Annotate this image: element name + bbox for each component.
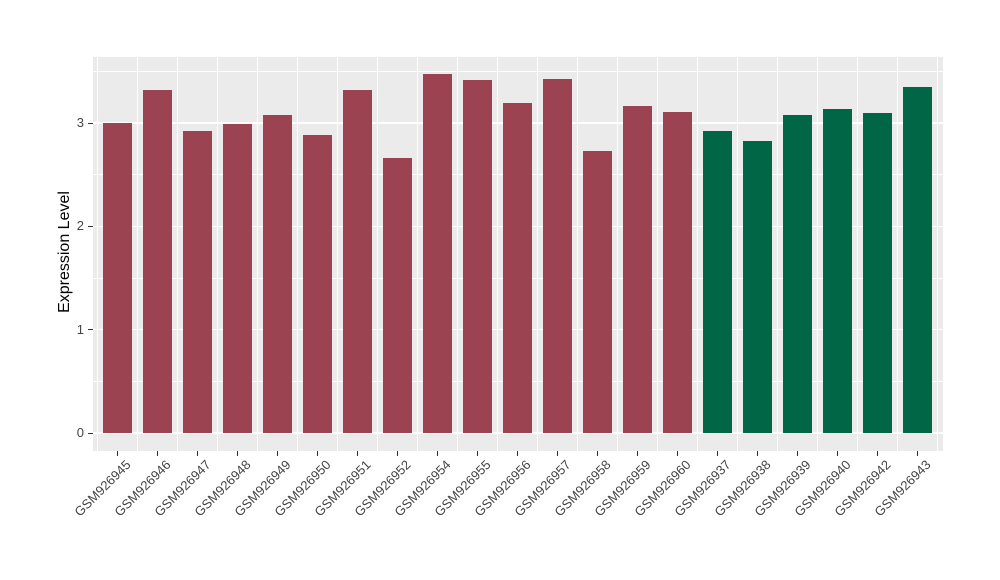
bar-GSM926954 bbox=[423, 74, 453, 433]
gridline-vertical bbox=[217, 57, 219, 451]
gridline-vertical bbox=[417, 57, 419, 451]
bar-GSM926940 bbox=[823, 108, 853, 433]
bar-GSM926957 bbox=[543, 78, 573, 433]
gridline-vertical bbox=[857, 57, 859, 451]
gridline-vertical bbox=[697, 57, 699, 451]
x-tick bbox=[117, 451, 119, 456]
bar-GSM926956 bbox=[503, 103, 533, 433]
gridline-vertical bbox=[737, 57, 739, 451]
x-tick bbox=[317, 451, 319, 456]
bar-GSM926945 bbox=[103, 123, 133, 433]
gridline-vertical bbox=[257, 57, 259, 451]
x-tick bbox=[157, 451, 159, 456]
y-tick bbox=[88, 225, 93, 227]
bar-GSM926952 bbox=[383, 158, 413, 433]
gridline-vertical bbox=[97, 57, 99, 451]
gridline-vertical bbox=[177, 57, 179, 451]
bar-GSM926955 bbox=[463, 79, 493, 433]
y-tick bbox=[88, 432, 93, 434]
bar-GSM926942 bbox=[863, 112, 893, 433]
x-tick bbox=[517, 451, 519, 456]
x-tick bbox=[237, 451, 239, 456]
gridline-vertical bbox=[537, 57, 539, 451]
gridline-vertical bbox=[137, 57, 139, 451]
x-tick bbox=[677, 451, 679, 456]
x-tick bbox=[437, 451, 439, 456]
bar-GSM926947 bbox=[183, 131, 213, 433]
y-tick-label: 2 bbox=[76, 218, 84, 234]
bar-GSM926951 bbox=[343, 89, 373, 433]
gridline-vertical bbox=[377, 57, 379, 451]
x-tick bbox=[917, 451, 919, 456]
gridline-vertical bbox=[297, 57, 299, 451]
x-tick bbox=[837, 451, 839, 456]
x-tick bbox=[757, 451, 759, 456]
x-tick bbox=[637, 451, 639, 456]
x-tick bbox=[597, 451, 599, 456]
x-tick bbox=[797, 451, 799, 456]
bar-GSM926938 bbox=[743, 140, 773, 433]
gridline-vertical bbox=[897, 57, 899, 451]
y-tick bbox=[88, 122, 93, 124]
gridline-vertical bbox=[497, 57, 499, 451]
gridline-vertical bbox=[337, 57, 339, 451]
bar-GSM926959 bbox=[623, 106, 653, 433]
x-tick bbox=[877, 451, 879, 456]
bar-GSM926949 bbox=[263, 114, 293, 433]
y-tick-label: 3 bbox=[76, 115, 84, 130]
gridline-horizontal-major bbox=[93, 432, 943, 434]
gridline-horizontal-minor bbox=[93, 70, 943, 72]
x-tick bbox=[277, 451, 279, 456]
gridline-vertical bbox=[937, 57, 939, 451]
gridline-vertical bbox=[457, 57, 459, 451]
x-tick bbox=[717, 451, 719, 456]
bar-GSM926960 bbox=[663, 111, 693, 433]
y-tick bbox=[88, 329, 93, 331]
bar-GSM926943 bbox=[903, 86, 933, 433]
gridline-vertical bbox=[577, 57, 579, 451]
x-tick bbox=[197, 451, 199, 456]
x-tick bbox=[357, 451, 359, 456]
x-tick bbox=[557, 451, 559, 456]
gridline-vertical bbox=[657, 57, 659, 451]
y-axis-title: Expression Level bbox=[56, 191, 73, 313]
y-tick-label: 0 bbox=[76, 425, 84, 440]
plot-panel bbox=[93, 57, 943, 451]
gridline-vertical bbox=[777, 57, 779, 451]
bar-GSM926950 bbox=[303, 135, 333, 433]
x-tick bbox=[397, 451, 399, 456]
gridline-vertical bbox=[817, 57, 819, 451]
bar-GSM926939 bbox=[783, 114, 813, 433]
y-tick-label: 1 bbox=[76, 321, 84, 337]
gridline-vertical bbox=[617, 57, 619, 451]
bar-GSM926937 bbox=[703, 131, 733, 433]
bar-GSM926958 bbox=[583, 150, 613, 433]
bar-GSM926946 bbox=[143, 89, 173, 433]
bar-GSM926948 bbox=[223, 124, 253, 433]
x-tick bbox=[477, 451, 479, 456]
